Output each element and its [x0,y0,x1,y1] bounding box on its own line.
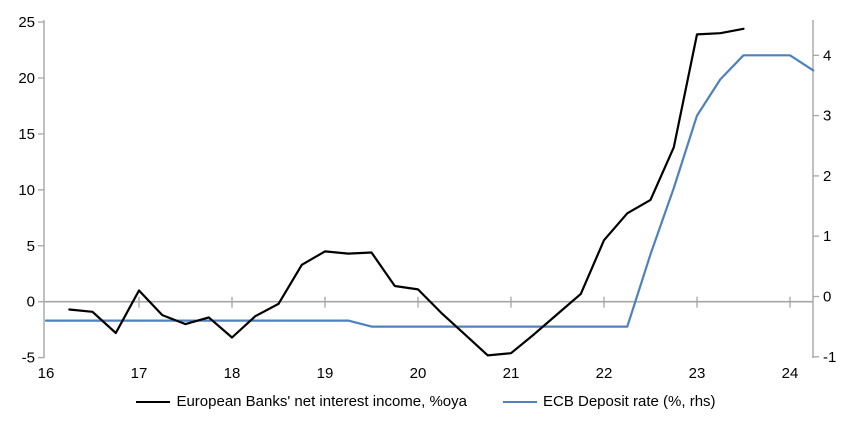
ecb-rate-series-line [44,54,815,328]
right-axis-tick-label: 4 [823,47,831,64]
x-axis-tick-label: 20 [410,365,427,382]
x-axis-tick-label: 19 [317,365,334,382]
nii-line-swatch [136,400,171,403]
left-axis-tick-label: 5 [27,238,35,255]
right-axis-tick-label: -1 [823,349,836,366]
left-axis-tick-label: 0 [27,294,35,311]
x-axis-tick-label: 21 [503,365,520,382]
left-axis-tick-label: -5 [22,350,35,367]
left-axis-tick-label: 10 [18,182,35,199]
x-axis-tick-label: 18 [224,365,241,382]
right-axis-tick-label: 2 [823,168,831,185]
x-axis-tick-label: 22 [596,365,613,382]
left-axis-tick-label: 15 [18,126,35,143]
nii-series-line [68,27,745,357]
legend: European Banks' net interest income, %oy… [0,393,852,410]
x-axis-tick-label: 16 [38,365,55,382]
right-axis-tick-label: 0 [823,289,831,306]
x-axis-tick-label: 23 [689,365,706,382]
ecb-rate-line-swatch [502,400,537,403]
legend-item-ecb-rate: ECB Deposit rate (%, rhs) [502,393,716,410]
legend-item-nii: European Banks' net interest income, %oy… [136,393,467,410]
legend-label-ecb-rate: ECB Deposit rate (%, rhs) [542,393,716,410]
right-axis-tick-label: 1 [823,228,831,245]
left-axis-tick-label: 20 [18,70,35,87]
x-axis-tick-label: 24 [782,365,799,382]
right-axis-tick-label: 3 [823,108,831,125]
x-axis-tick-label: 17 [131,365,148,382]
legend-label-nii: European Banks' net interest income, %oy… [176,393,467,410]
left-axis-tick-label: 25 [18,14,35,31]
